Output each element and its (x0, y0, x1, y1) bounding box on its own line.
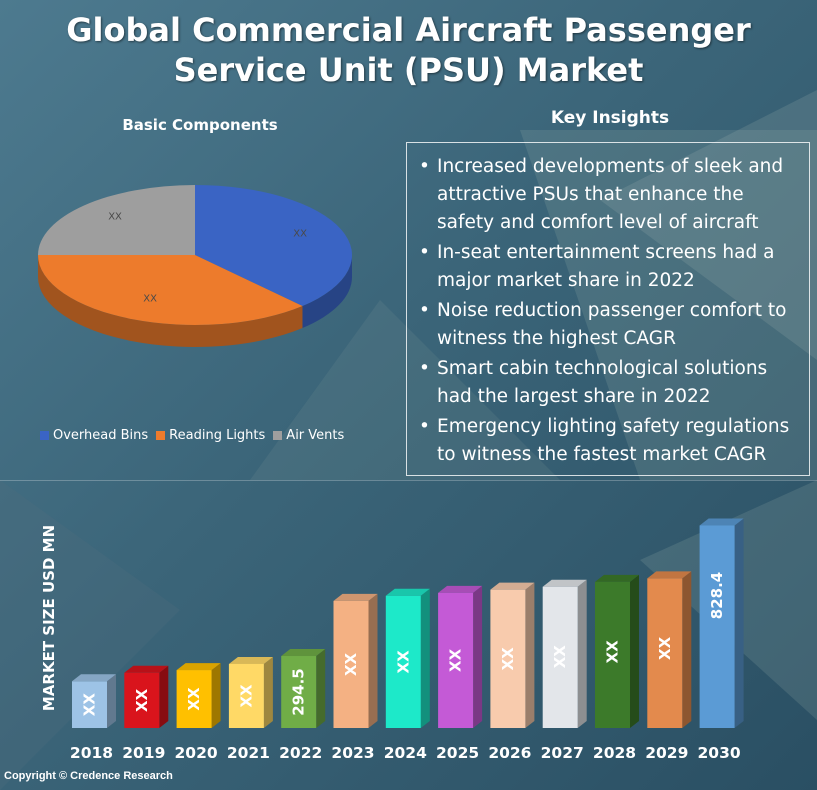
bar-top (72, 674, 116, 682)
legend-item: Air Vents (273, 428, 344, 443)
legend-label: Reading Lights (169, 428, 266, 443)
bar-top (699, 518, 744, 526)
bar (228, 663, 264, 728)
insights-box: Increased developments of sleek and attr… (406, 142, 810, 476)
bar (542, 586, 578, 728)
bar (72, 681, 107, 728)
insight-item: In-seat entertainment screens had a majo… (415, 239, 801, 295)
bar-value-label: XX (185, 687, 203, 711)
bar-side (734, 518, 744, 728)
bar-side (682, 571, 692, 728)
bar-value-label: XX (447, 648, 465, 672)
bar (438, 592, 474, 728)
insight-item: Smart cabin technological solutions had … (415, 355, 801, 411)
insight-item: Noise reduction passenger comfort to wit… (415, 297, 801, 353)
legend-item: Reading Lights (156, 428, 265, 443)
bar-top (490, 582, 535, 590)
bar (699, 525, 735, 728)
x-tick-label: 2030 (698, 744, 741, 762)
bar-side (211, 663, 221, 728)
bar-value-label: 828.4 (708, 572, 726, 619)
bar-top (438, 585, 483, 593)
bar-top (385, 588, 430, 596)
legend-swatch (156, 431, 166, 440)
bar (490, 589, 526, 728)
pie-slice-label: XX (108, 211, 122, 222)
title-line-2: Service Unit (PSU) Market (173, 51, 644, 89)
copyright-text: Copyright © Credence Research (4, 770, 173, 782)
bar (124, 672, 160, 728)
bar-top (647, 571, 692, 579)
bar-value-label: XX (237, 684, 255, 708)
pie-slice (195, 185, 352, 307)
bar-value-label: XX (394, 650, 412, 674)
pie-slice-side (38, 255, 303, 347)
x-tick-label: 2020 (175, 744, 218, 762)
x-tick-label: 2029 (645, 744, 688, 762)
legend-label: Air Vents (286, 428, 345, 443)
bar-top (124, 665, 169, 673)
bar-top (281, 649, 326, 657)
bar-side (107, 674, 116, 728)
bar-value-label: XX (81, 693, 99, 717)
x-tick-label: 2022 (279, 744, 322, 762)
bar-value-label: XX (604, 640, 622, 664)
x-tick-label: 2028 (593, 744, 636, 762)
bar-side (263, 656, 273, 728)
bar-value-label: XX (656, 636, 674, 660)
x-tick-label: 2018 (70, 744, 113, 762)
bar (281, 656, 317, 728)
legend-swatch (273, 431, 283, 440)
bar-top (333, 593, 378, 601)
bar (595, 581, 630, 728)
x-tick-label: 2024 (384, 744, 427, 762)
x-tick-label: 2019 (122, 744, 165, 762)
pie-chart-title: Basic Components (122, 116, 278, 134)
x-tick-label: 2023 (331, 744, 374, 762)
pie-slice (38, 255, 303, 325)
bar-side (473, 585, 483, 728)
pie-slice (38, 185, 195, 255)
bar-value-label: XX (551, 645, 569, 669)
bar-side (159, 665, 169, 728)
bar-top (542, 579, 587, 587)
insights-title: Key Insights (550, 108, 670, 128)
bar-side (525, 582, 535, 728)
pie-slice-label: XX (143, 293, 157, 304)
bar-top (595, 574, 639, 582)
bar-value-label: XX (133, 688, 151, 712)
bar-top (228, 656, 273, 664)
bar (176, 670, 212, 728)
pie-slice-label: XX (293, 228, 307, 239)
bar (385, 595, 421, 728)
x-tick-label: 2026 (488, 744, 531, 762)
bar (647, 578, 683, 728)
legend-label: Overhead Bins (53, 428, 149, 443)
page-title: Global Commercial Aircraft Passenger Ser… (0, 10, 817, 90)
bar-side (577, 579, 587, 728)
bar-value-label: XX (342, 652, 360, 676)
x-tick-label: 2021 (227, 744, 270, 762)
bar-top (176, 663, 221, 671)
bar (333, 600, 369, 728)
title-line-1: Global Commercial Aircraft Passenger (66, 11, 751, 49)
legend-item: Overhead Bins (40, 428, 148, 443)
bar-value-label: 294.5 (290, 668, 308, 715)
bar-side (316, 649, 326, 728)
section-divider (0, 480, 817, 481)
bar-side (368, 593, 378, 728)
bar-side (420, 588, 430, 728)
bar-chart: XX 2018 XX 2019 XX 2020 XX 2021 294.5 2022 XX 2023 X… (70, 518, 744, 762)
insights-list: Increased developments of sleek and attr… (415, 153, 801, 469)
insight-item: Emergency lighting safety regulations to… (415, 413, 801, 469)
bar-side (630, 574, 639, 728)
pie-chart: XX XX XX (38, 185, 352, 347)
x-tick-label: 2025 (436, 744, 479, 762)
insight-item: Increased developments of sleek and attr… (415, 153, 801, 237)
legend-swatch (40, 431, 49, 440)
bar-value-label: XX (499, 647, 517, 671)
x-tick-label: 2027 (541, 744, 584, 762)
pie-slice-side (302, 255, 352, 329)
pie-legend: Overhead Bins Reading Lights Air Vents (40, 428, 400, 443)
